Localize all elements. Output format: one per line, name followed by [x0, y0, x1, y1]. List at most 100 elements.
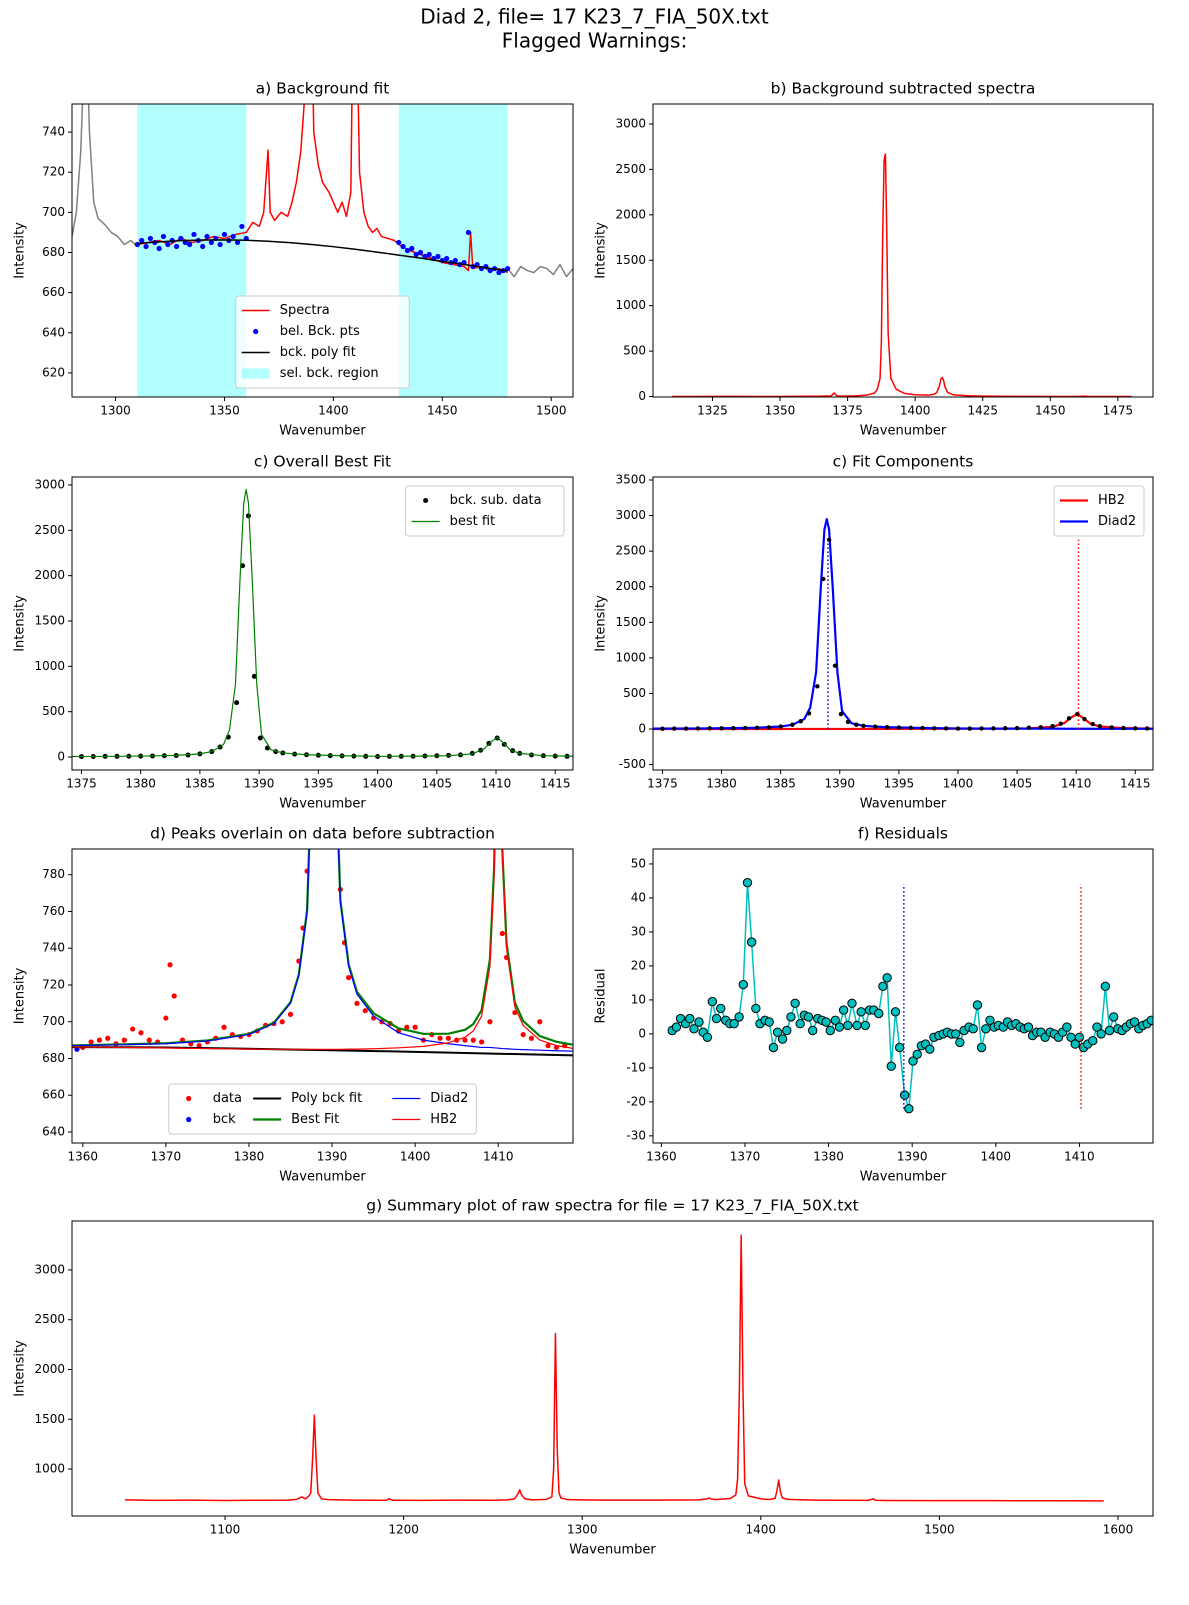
data-point: [856, 1007, 866, 1017]
data-point: [396, 239, 402, 246]
data-point: [417, 249, 424, 256]
data-point: [1090, 721, 1095, 727]
series-line: [653, 518, 1153, 730]
data-point: [932, 726, 937, 731]
data-point: [230, 233, 236, 240]
y-axis-label: Intensity: [13, 967, 28, 1024]
data-point: [896, 725, 902, 730]
data-point: [838, 711, 844, 717]
data-point: [487, 1019, 493, 1025]
plot-area: [667, 877, 1153, 1114]
x-tick-label: 1600: [1103, 1523, 1134, 1537]
legend: HB2 Diad2: [1053, 485, 1145, 537]
data-point: [1003, 726, 1008, 731]
x-tick-label: 1400: [400, 1150, 431, 1164]
y-tick-label: 500: [623, 686, 646, 700]
data-point: [734, 1012, 744, 1022]
data-point: [1097, 723, 1103, 729]
y-tick-label: 1000: [34, 659, 65, 673]
x-tick-label: 1375: [647, 777, 678, 791]
data-point: [882, 973, 892, 983]
data-point: [672, 726, 677, 731]
data-point: [171, 993, 177, 999]
data-point: [815, 684, 820, 689]
data-point: [1058, 721, 1064, 726]
y-tick-label: 760: [42, 904, 65, 918]
legend-box: [168, 1083, 477, 1135]
data-point: [878, 981, 888, 992]
legend-label: HB2: [430, 1112, 457, 1127]
series-line: [507, 263, 573, 278]
data-point: [1157, 726, 1161, 730]
data-point: [908, 1056, 918, 1066]
plot-area: [653, 518, 1161, 731]
data-point: [955, 1037, 965, 1048]
plot-area: [72, 104, 573, 397]
data-point: [470, 1037, 476, 1043]
data-point: [798, 718, 803, 724]
data-point: [234, 700, 240, 706]
data-point: [894, 1042, 905, 1053]
x-tick-label: 1360: [646, 1150, 677, 1164]
data-point: [719, 726, 724, 731]
y-tick-label: 620: [42, 365, 65, 379]
data-point: [671, 1022, 682, 1032]
data-point: [768, 1042, 779, 1053]
legend: data bck Poly bck fit Best Fit Diad2 HB2: [168, 1083, 477, 1135]
chart-title: a) Background fit: [256, 80, 390, 98]
data-point: [777, 1034, 788, 1044]
y-tick-label: 2500: [34, 1312, 65, 1326]
y-axis-label: Residual: [594, 969, 609, 1024]
y-tick-label: 660: [42, 1088, 65, 1102]
data-point: [404, 247, 411, 254]
chart-title: c) Overall Best Fit: [254, 453, 391, 471]
series-line: [671, 881, 1152, 1110]
y-tick-label: 0: [638, 1026, 646, 1040]
data-point: [588, 754, 593, 759]
data-point: [685, 1013, 695, 1024]
y-tick-label: 2000: [34, 568, 65, 582]
y-tick-label: 3000: [615, 508, 646, 522]
axes-frame: [652, 103, 1154, 398]
x-tick-label: 1375: [832, 404, 863, 418]
data-point: [445, 1035, 451, 1041]
x-tick-label: 1300: [567, 1523, 598, 1537]
data-point: [1092, 1022, 1102, 1032]
y-tick-label: 720: [42, 977, 65, 991]
data-point: [187, 241, 193, 248]
y-tick-label: 700: [42, 205, 65, 219]
legend-label: Spectra: [280, 303, 330, 318]
y-tick-label: 1500: [615, 615, 646, 629]
series-line: [72, 104, 138, 248]
data-point: [465, 229, 472, 236]
data-point: [943, 726, 949, 731]
x-tick-label: 1400: [981, 1150, 1012, 1164]
x-axis-label: Wavenumber: [860, 424, 947, 439]
data-point: [576, 754, 581, 759]
data-point: [437, 1035, 443, 1041]
data-point: [976, 1042, 987, 1053]
data-point: [899, 1090, 910, 1100]
background-region: [398, 104, 508, 397]
legend-box: [235, 295, 410, 389]
data-point: [1100, 981, 1111, 992]
data-point: [1026, 725, 1032, 730]
data-point: [130, 1026, 136, 1032]
legend: bck. sub. data best fit: [405, 485, 565, 537]
x-tick-label: 1325: [697, 404, 728, 418]
data-point: [991, 726, 996, 731]
series-line: [125, 1234, 1104, 1502]
x-tick-label: 1350: [765, 404, 796, 418]
x-tick-label: 1400: [943, 777, 974, 791]
y-tick-label: 740: [42, 125, 65, 139]
data-point: [545, 1043, 551, 1049]
y-tick-label: 640: [42, 325, 65, 339]
y-tick-label: 2000: [615, 207, 646, 221]
data-point: [845, 719, 851, 725]
x-axis-label: Wavenumber: [279, 1170, 366, 1185]
x-tick-label: 1450: [427, 404, 458, 418]
data-point: [1144, 726, 1150, 731]
data-point: [499, 930, 505, 937]
x-axis-label: Wavenumber: [279, 797, 366, 812]
